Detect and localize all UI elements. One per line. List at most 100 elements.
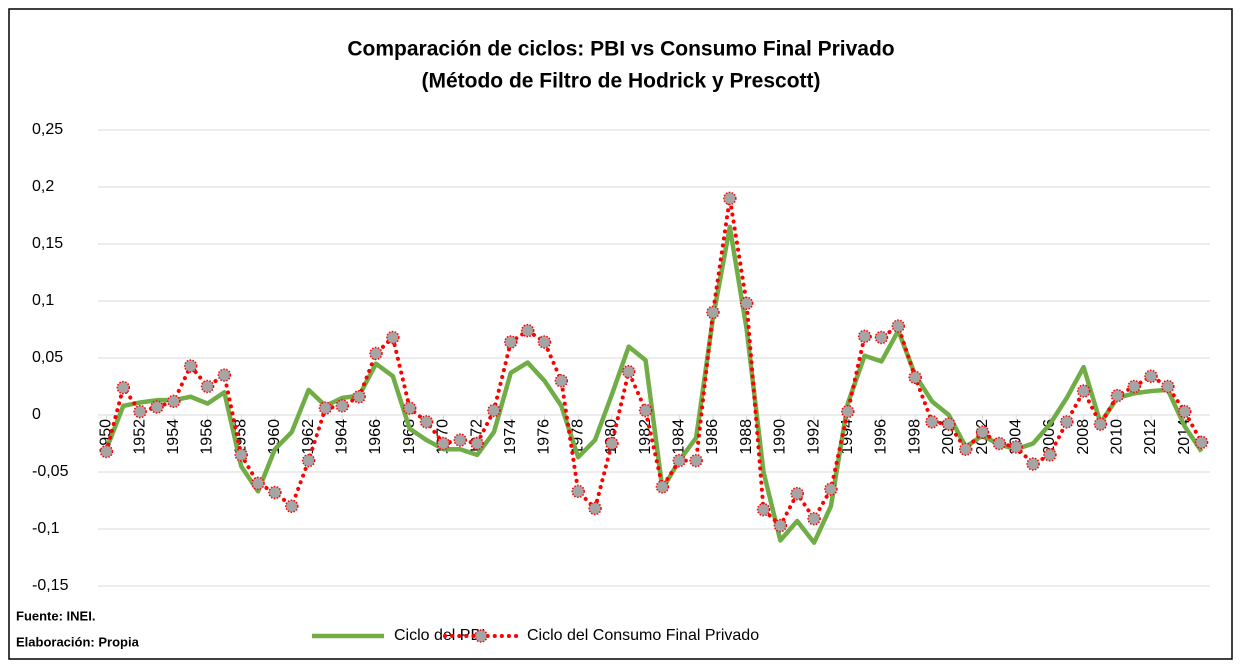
series-marker	[1110, 388, 1125, 403]
x-tick-label: 2008	[1075, 419, 1092, 455]
y-tick-label: -0,15	[32, 577, 69, 594]
y-tick-label: -0,1	[32, 520, 60, 537]
series-marker	[352, 390, 366, 404]
y-tick-label: -0,05	[32, 463, 69, 480]
series-marker	[655, 480, 670, 494]
chart-border	[8, 8, 1233, 660]
series-marker	[116, 380, 131, 395]
x-tick-label: 1988	[738, 419, 755, 455]
x-tick-label: 2012	[1142, 419, 1159, 455]
chart-title: Comparación de ciclos: PBI vs Consumo Fi…	[347, 38, 894, 61]
series-marker	[301, 453, 316, 468]
chart-subtitle: (Método de Filtro de Hodrick y Prescott)	[421, 70, 820, 93]
x-tick-label: 1950	[98, 419, 115, 455]
series-marker	[638, 403, 653, 418]
series-marker	[1144, 369, 1158, 383]
series-marker	[790, 486, 804, 501]
legend-label: Ciclo del PBI	[394, 627, 486, 644]
series-marker	[1177, 404, 1192, 419]
series-marker	[386, 330, 400, 345]
series-marker	[1076, 384, 1091, 398]
series-marker	[942, 417, 956, 431]
series-marker	[824, 482, 838, 496]
y-tick-label: 0,1	[32, 292, 54, 309]
series-marker	[217, 368, 232, 382]
x-tick-label: 1956	[199, 419, 216, 455]
x-tick-label: 1954	[165, 419, 182, 455]
series-marker	[756, 502, 771, 517]
x-tick-label: 1986	[704, 419, 721, 455]
series-marker	[402, 401, 417, 415]
x-tick-label: 1982	[637, 419, 654, 455]
y-tick-label: 0	[32, 406, 41, 423]
x-tick-label: 1996	[873, 419, 890, 455]
x-tick-label: 1966	[367, 419, 384, 455]
x-tick-label: 1964	[334, 419, 351, 455]
series-marker	[992, 436, 1007, 451]
series-marker	[504, 335, 518, 349]
x-tick-label: 1968	[401, 419, 418, 455]
x-tick-label: 1992	[805, 419, 822, 455]
series-marker	[841, 404, 855, 419]
series-marker	[706, 305, 720, 320]
series-marker	[723, 191, 737, 206]
series-marker	[1194, 435, 1209, 450]
series-marker	[621, 364, 636, 379]
series-marker	[1009, 440, 1023, 454]
series-marker	[335, 399, 350, 413]
series-marker	[369, 346, 383, 361]
x-tick-label: 1962	[300, 419, 317, 455]
x-tick-label: 2010	[1109, 419, 1126, 455]
source-note: Fuente: INEI.	[16, 608, 95, 623]
series-marker	[234, 448, 248, 462]
series-marker	[436, 436, 451, 451]
x-tick-label: 1976	[536, 419, 553, 455]
series-marker	[975, 425, 990, 439]
legend-label: Ciclo del Consumo Final Privado	[527, 627, 759, 644]
series-marker	[908, 370, 922, 385]
series-marker	[318, 401, 333, 415]
series-marker	[588, 501, 602, 516]
series-marker	[285, 499, 299, 513]
series-marker	[251, 476, 265, 491]
x-tick-label: 1984	[670, 419, 687, 455]
series-marker	[268, 485, 282, 500]
series-marker	[183, 359, 198, 373]
series-marker	[1043, 448, 1057, 462]
series-marker	[537, 335, 552, 349]
series-marker	[1026, 457, 1040, 471]
series-marker	[958, 442, 973, 456]
series-marker	[605, 436, 619, 451]
series-marker	[672, 453, 687, 468]
x-tick-label: 1974	[502, 419, 519, 455]
y-tick-label: 0,15	[32, 235, 63, 252]
x-tick-label: 2014	[1176, 419, 1193, 455]
series-marker	[571, 484, 585, 499]
author-note: Elaboración: Propia	[16, 634, 140, 649]
series-marker	[739, 296, 754, 311]
y-tick-label: 0,25	[32, 121, 63, 138]
series-marker	[99, 444, 114, 459]
series-marker	[1127, 379, 1141, 394]
series-marker	[1093, 417, 1108, 431]
series-marker	[1161, 379, 1175, 394]
y-tick-label: 0,2	[32, 178, 54, 195]
series-marker	[419, 415, 434, 429]
x-tick-label: 1998	[906, 419, 923, 455]
x-tick-label: 1952	[131, 419, 148, 455]
series-marker	[1060, 415, 1074, 429]
series-marker	[891, 319, 906, 333]
series-marker	[133, 404, 147, 419]
y-tick-label: 0,05	[32, 349, 63, 366]
series-marker	[857, 329, 872, 344]
series-marker	[520, 323, 535, 338]
series-marker	[874, 330, 889, 345]
x-tick-label: 1990	[772, 419, 789, 455]
series-marker	[773, 518, 788, 533]
series-marker	[807, 511, 821, 526]
legend-marker	[474, 629, 488, 643]
series-marker	[167, 394, 181, 409]
series-marker	[200, 379, 215, 394]
series-marker	[453, 433, 467, 447]
